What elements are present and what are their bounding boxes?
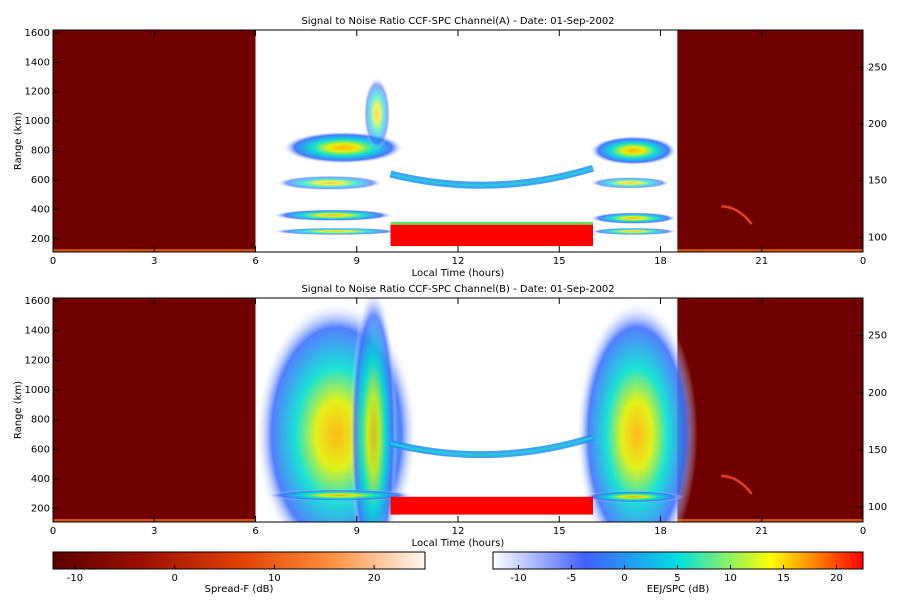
y-tick-label: 800 bbox=[31, 415, 50, 426]
spread-f-region bbox=[677, 30, 863, 252]
y2-tick-label: 250 bbox=[868, 331, 887, 342]
x-tick-label: 3 bbox=[151, 526, 157, 537]
eej-band bbox=[390, 496, 593, 515]
colorbar-tick-label: -10 bbox=[67, 573, 83, 584]
y-tick-label: 1200 bbox=[25, 355, 50, 366]
y-tick-label: 200 bbox=[31, 504, 50, 515]
spc-arc-core bbox=[390, 436, 594, 456]
echo-blob bbox=[589, 227, 678, 236]
eej-band bbox=[390, 224, 593, 247]
meteor-trace bbox=[721, 205, 753, 225]
x-tick-label: 18 bbox=[654, 256, 667, 267]
x-tick-label: 18 bbox=[654, 526, 667, 537]
colorbar-tick-label: 20 bbox=[368, 573, 381, 584]
x-axis-label: Local Time (hours) bbox=[412, 268, 505, 279]
colorbar-tick-label: 10 bbox=[724, 573, 737, 584]
echo-blob bbox=[589, 212, 678, 225]
spc-arc-core bbox=[390, 167, 594, 187]
y-tick-label: 1400 bbox=[25, 57, 50, 68]
echo-blob bbox=[589, 135, 678, 166]
colorbar-tick-label: 0 bbox=[171, 573, 177, 584]
spread-f-region bbox=[53, 30, 256, 252]
colorbar-tick-label: 0 bbox=[621, 573, 627, 584]
spread-f-region bbox=[677, 298, 863, 522]
x-tick-label: 9 bbox=[354, 526, 360, 537]
spread-f-strip bbox=[677, 519, 863, 522]
y2-tick-label: 150 bbox=[868, 445, 887, 456]
y2-tick-label: 250 bbox=[868, 62, 887, 73]
echo-blob bbox=[589, 177, 671, 189]
colorbar-tick-label: -10 bbox=[510, 573, 526, 584]
colorbar-tick-label: 5 bbox=[674, 573, 680, 584]
x-tick-label: 6 bbox=[252, 256, 258, 267]
echo-blob bbox=[363, 77, 391, 151]
y-tick-label: 1600 bbox=[25, 296, 50, 307]
y-axis-label: Range (km) bbox=[13, 381, 24, 439]
y-tick-label: 400 bbox=[31, 474, 50, 485]
y-tick-label: 1600 bbox=[25, 28, 50, 39]
spread-f-region bbox=[53, 298, 256, 522]
x-tick-label: 3 bbox=[151, 256, 157, 267]
echo-blob bbox=[350, 298, 398, 522]
x-tick-label: 0 bbox=[860, 256, 866, 267]
echo-blob bbox=[582, 490, 685, 503]
echo-blob bbox=[576, 301, 698, 522]
colorbar bbox=[52, 551, 426, 570]
chart-title: Signal to Noise Ratio CCF-SPC Channel(B)… bbox=[301, 284, 614, 295]
x-tick-label: 15 bbox=[553, 526, 566, 537]
y-tick-label: 800 bbox=[31, 146, 50, 157]
colorbar-label: Spread-F (dB) bbox=[205, 584, 274, 595]
y2-tick-label: 200 bbox=[868, 388, 887, 399]
y-tick-label: 1000 bbox=[25, 116, 50, 127]
eej-edge bbox=[390, 221, 593, 225]
y2-tick-label: 150 bbox=[868, 176, 887, 187]
x-axis-label: Local Time (hours) bbox=[412, 538, 505, 549]
y-axis-label: Range (km) bbox=[13, 112, 24, 170]
echo-blob bbox=[275, 175, 384, 191]
colorbar-tick-label: -5 bbox=[566, 573, 576, 584]
echo-blob bbox=[272, 209, 394, 222]
x-tick-label: 12 bbox=[452, 526, 465, 537]
colorbar-tick-label: 15 bbox=[777, 573, 790, 584]
x-tick-label: 6 bbox=[252, 526, 258, 537]
y-tick-label: 200 bbox=[31, 234, 50, 245]
colorbar-tick-label: 10 bbox=[268, 573, 281, 584]
x-tick-label: 0 bbox=[50, 526, 56, 537]
x-tick-label: 12 bbox=[452, 256, 465, 267]
y2-tick-label: 100 bbox=[868, 232, 887, 243]
y2-tick-label: 200 bbox=[868, 119, 887, 130]
x-tick-label: 0 bbox=[860, 526, 866, 537]
meteor-trace bbox=[721, 474, 753, 495]
echo-blob bbox=[272, 227, 401, 236]
spread-f-strip bbox=[677, 249, 863, 252]
y-tick-label: 1000 bbox=[25, 385, 50, 396]
y2-tick-label: 100 bbox=[868, 502, 887, 513]
y-tick-label: 1200 bbox=[25, 87, 50, 98]
y-tick-label: 1400 bbox=[25, 326, 50, 337]
y-tick-label: 600 bbox=[31, 175, 50, 186]
y-tick-label: 600 bbox=[31, 444, 50, 455]
colorbar-label: EEJ/SPC (dB) bbox=[647, 584, 710, 595]
x-tick-label: 0 bbox=[50, 256, 56, 267]
y-tick-label: 400 bbox=[31, 204, 50, 215]
x-tick-label: 21 bbox=[755, 526, 768, 537]
echo-blob bbox=[265, 489, 415, 502]
colorbar bbox=[492, 551, 864, 570]
heatmap bbox=[53, 298, 863, 522]
chart-title: Signal to Noise Ratio CCF-SPC Channel(A)… bbox=[301, 16, 614, 27]
x-tick-label: 21 bbox=[755, 256, 768, 267]
heatmap bbox=[53, 30, 863, 252]
colorbar-tick-label: 20 bbox=[830, 573, 843, 584]
x-tick-label: 9 bbox=[354, 256, 360, 267]
x-tick-label: 15 bbox=[553, 256, 566, 267]
